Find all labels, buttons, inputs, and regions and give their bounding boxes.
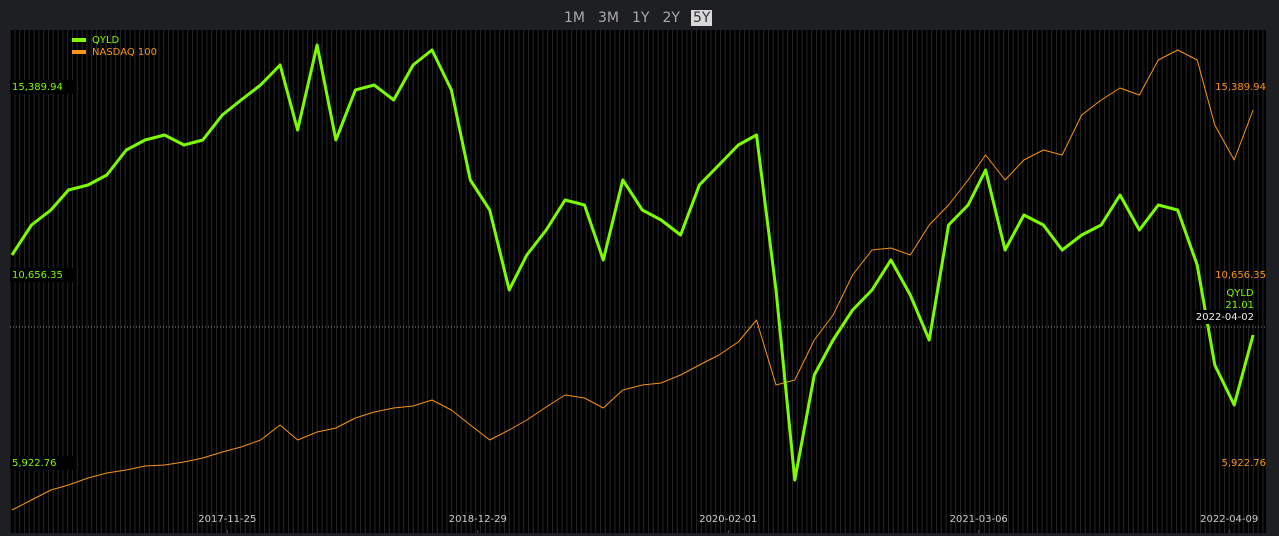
legend-swatch	[72, 38, 86, 42]
legend-label: QYLD	[92, 35, 120, 46]
legend-swatch	[72, 50, 86, 54]
y-tick-bg	[10, 79, 74, 94]
tooltip-date: 2022-04-02	[1196, 312, 1254, 323]
range-button[interactable]: 1M	[564, 10, 585, 26]
y-tick-bg	[10, 456, 74, 471]
range-selector: 1M 3M 1Y 2Y 5Y	[562, 10, 713, 26]
range-button[interactable]: 5Y	[690, 10, 713, 26]
legend-label: NASDAQ 100	[92, 47, 157, 58]
x-tick-label: 2017-11-25	[198, 514, 256, 525]
grid-pattern	[10, 30, 1266, 533]
series-line	[11, 49, 1254, 511]
tooltip-name: QYLD	[1226, 288, 1254, 299]
range-button[interactable]: 1Y	[632, 10, 650, 26]
y2-tick-label: 10,656.35	[1215, 270, 1266, 281]
tooltip-date-bg	[1192, 310, 1258, 324]
y-tick-label: 10,656.35	[12, 270, 63, 281]
x-tick-label: 2022-04-09	[1200, 514, 1258, 525]
y-tick-label: 15,389.94	[12, 82, 63, 93]
range-button[interactable]: 3M	[598, 10, 619, 26]
series-line	[10, 43, 1255, 482]
y-tick-label: 5,922.76	[12, 458, 57, 469]
range-button[interactable]: 2Y	[662, 10, 680, 26]
y-tick-bg	[10, 268, 74, 283]
x-tick-label: 2021-03-06	[950, 514, 1008, 525]
x-tick-label: 2020-02-01	[699, 514, 757, 525]
y2-tick-label: 5,922.76	[1221, 458, 1266, 469]
x-tick-label: 2018-12-29	[449, 514, 507, 525]
y2-tick-label: 15,389.94	[1215, 82, 1266, 93]
tooltip-value: 21.01	[1225, 300, 1254, 311]
lines	[10, 43, 1255, 511]
